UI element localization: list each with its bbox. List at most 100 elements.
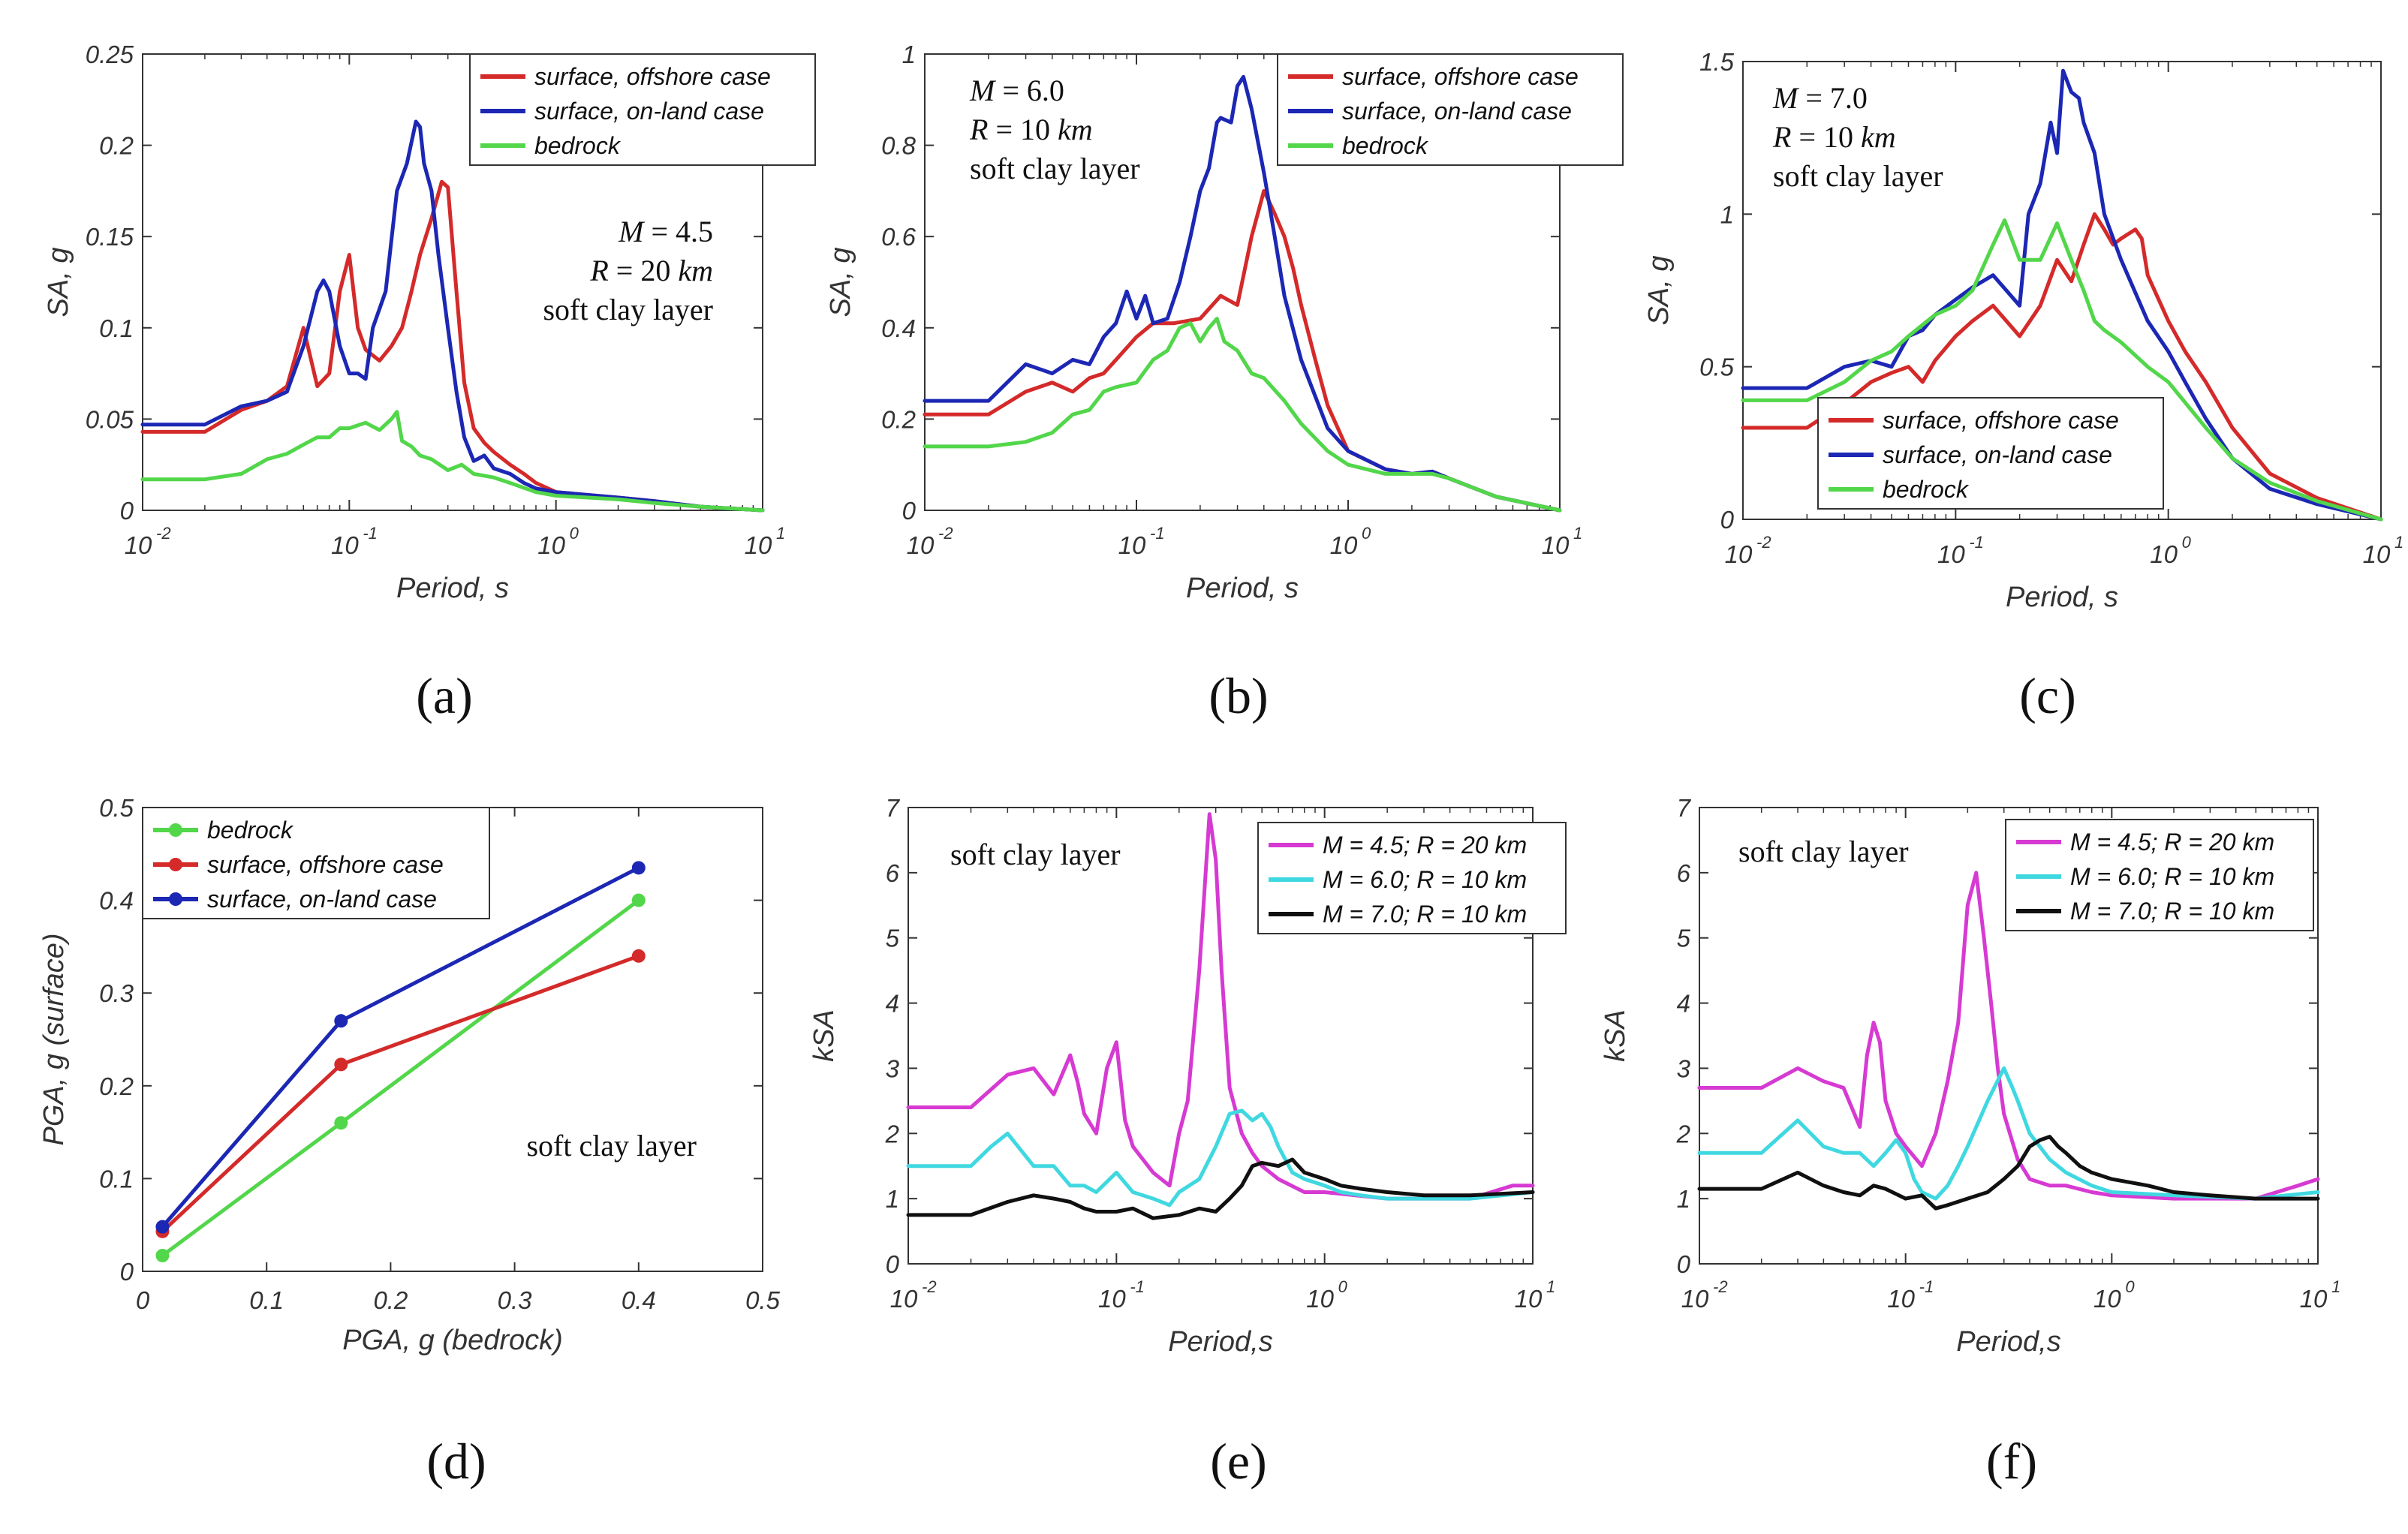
annotation-part: M: [1772, 81, 1800, 115]
x-tick-exponent: -1: [1130, 1277, 1145, 1296]
x-tick-label: 0.4: [622, 1286, 656, 1314]
x-tick-label: 0: [136, 1286, 150, 1314]
legend-box: [1277, 53, 1624, 166]
y-tick-label: 1: [886, 1185, 899, 1213]
legend-label: bedrock: [1883, 476, 1970, 503]
annotation-line: M = 4.5: [618, 215, 713, 248]
legend-label: surface, offshore case: [1883, 407, 2119, 434]
y-tick-label: 0.5: [99, 794, 134, 822]
legend-label: surface, on-land case: [1342, 98, 1572, 125]
data-point-onland: [631, 861, 646, 875]
annotation-part: = 10: [1791, 120, 1861, 154]
series-line-bedrock: [140, 410, 765, 513]
legend-box: [1817, 397, 2164, 510]
annotation-part: soft clay layer: [1738, 835, 1909, 868]
y-tick-label: 0.6: [881, 223, 917, 251]
x-tick-label: 10: [1937, 540, 1965, 568]
y-tick-label: 0.8: [881, 132, 917, 160]
series-line-m45: [906, 812, 1535, 1201]
caption-a: (a): [416, 667, 472, 724]
y-tick-label: 6: [1677, 859, 1691, 887]
y-tick-label: 0: [1677, 1250, 1691, 1278]
legend: bedrock surface, offshore case surface, on…: [142, 807, 490, 919]
legend-label: bedrock: [534, 132, 622, 159]
annotation-part: soft clay layer: [543, 293, 713, 326]
legend: M = 4.5; R = 20 km M = 6.0; R = 10 km M = …: [1257, 822, 1567, 934]
x-tick-exponent: 0: [570, 524, 579, 543]
annotation-line: soft clay layer: [1773, 159, 1943, 193]
y-tick-label: 2: [1676, 1120, 1690, 1147]
series-line-m70: [906, 1157, 1535, 1220]
y-axis-label: kSA: [808, 1009, 840, 1062]
annotation-part: R: [1772, 120, 1791, 154]
y-tick-label: 0.4: [99, 887, 134, 915]
annotation-part: = 20: [609, 254, 679, 287]
y-axis-label: SA, g: [825, 248, 856, 317]
x-tick-exponent: 0: [1362, 524, 1371, 543]
y-tick-label: 0: [1720, 506, 1735, 534]
y-tick-label: 1: [902, 41, 916, 68]
x-tick-label: 10: [907, 531, 935, 559]
y-tick-label: 3: [886, 1054, 900, 1082]
legend-marker: [169, 823, 182, 837]
y-tick-label: 5: [1677, 925, 1691, 952]
annotation-part: soft clay layer: [1773, 159, 1943, 193]
legend-label: M = 7.0; R = 10 km: [1323, 901, 1527, 928]
annotation-part: km: [678, 254, 713, 287]
legend-box: [142, 807, 490, 919]
y-tick-label: 0: [120, 497, 134, 525]
y-axis-label: PGA, g (surface): [38, 934, 70, 1146]
annotation-line: R = 20 km: [589, 254, 713, 287]
x-tick-exponent: 1: [1573, 524, 1582, 543]
x-axis-label: Period, s: [396, 573, 509, 604]
x-tick-label: 10: [1330, 531, 1358, 559]
y-tick-label: 0.05: [86, 405, 134, 433]
x-tick-label: 10: [1725, 540, 1753, 568]
y-tick-label: 0.3: [99, 979, 134, 1007]
y-tick-label: 0.2: [99, 1072, 134, 1100]
x-tick-exponent: 0: [2125, 1277, 2135, 1296]
y-axis-label: SA, g: [1643, 256, 1675, 326]
legend-label: surface, on-land case: [1883, 441, 2112, 468]
series-line-onland: [923, 74, 1562, 513]
legend-label: M = 6.0; R = 10 km: [1323, 866, 1527, 893]
x-tick-exponent: -2: [1713, 1277, 1728, 1296]
data-point-offshore: [334, 1057, 348, 1072]
y-tick-label: 4: [886, 990, 899, 1018]
series-line-onland: [140, 119, 765, 513]
annotation-part: = 10: [988, 113, 1058, 146]
y-axis-label: kSA: [1600, 1009, 1631, 1062]
legend-label: M = 4.5; R = 20 km: [1323, 832, 1527, 859]
legend-label: bedrock: [1342, 132, 1429, 159]
annotation-part: M: [618, 215, 646, 248]
x-tick-exponent: -2: [938, 524, 953, 543]
x-tick-label: 10: [1542, 531, 1570, 559]
x-tick-label: 10: [890, 1285, 918, 1313]
series-line-m45: [1697, 871, 2320, 1201]
x-tick-exponent: -1: [1919, 1277, 1934, 1296]
x-tick-exponent: -2: [1756, 533, 1771, 552]
y-tick-label: 0.2: [99, 132, 134, 160]
annotation-line: soft clay layer: [1738, 835, 1909, 868]
annotation-line: soft clay layer: [970, 152, 1140, 185]
annotation-line: M = 7.0: [1772, 81, 1868, 115]
annotation-line: R = 10 km: [1772, 120, 1896, 154]
x-tick-label: 10: [745, 531, 772, 559]
legend-label: bedrock: [207, 817, 294, 844]
x-tick-label: 10: [1098, 1285, 1126, 1313]
panel-d: 0 0.1 0.2 0.3 0.4 0.5 0 0.1 0.2 0.3 0.4 0.5 PGA, g (…: [38, 794, 781, 1356]
x-tick-label: 10: [1887, 1285, 1915, 1313]
series-line-m60: [906, 1108, 1535, 1208]
legend-label: M = 6.0; R = 10 km: [2070, 863, 2274, 890]
series-line-m70: [1697, 1135, 2320, 1211]
y-tick-label: 0: [886, 1250, 900, 1278]
annotation-part: M: [969, 74, 997, 107]
legend-label: surface, on-land case: [207, 886, 437, 913]
data-point-onland: [155, 1220, 170, 1234]
y-tick-label: 7: [1677, 794, 1692, 822]
y-tick-label: 0: [902, 497, 917, 525]
